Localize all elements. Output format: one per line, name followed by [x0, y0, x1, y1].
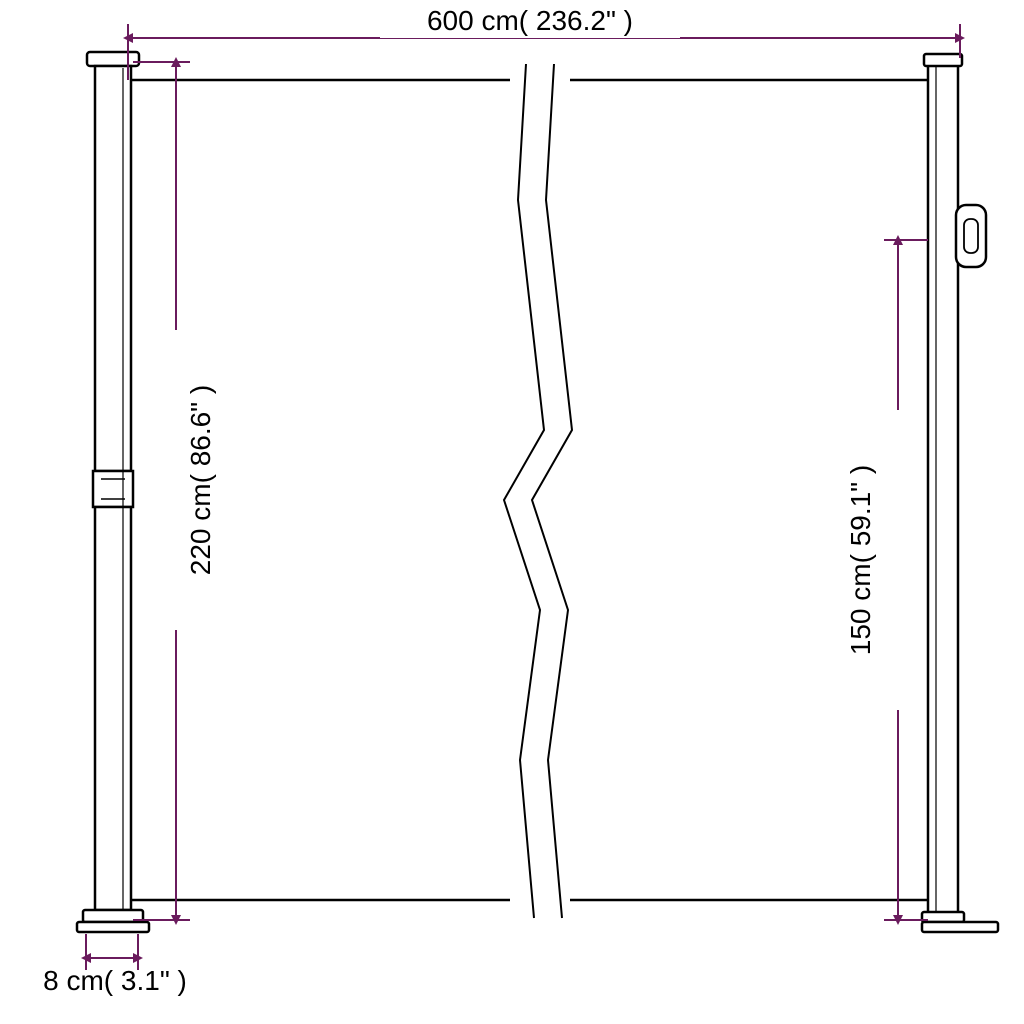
dim-height-label: 220 cm( 86.6" ): [185, 385, 216, 575]
dim-depth-label: 8 cm( 3.1" ): [43, 965, 187, 996]
dim-width-label: 600 cm( 236.2" ): [427, 5, 633, 36]
dim-panel-label: 150 cm( 59.1" ): [845, 465, 876, 655]
